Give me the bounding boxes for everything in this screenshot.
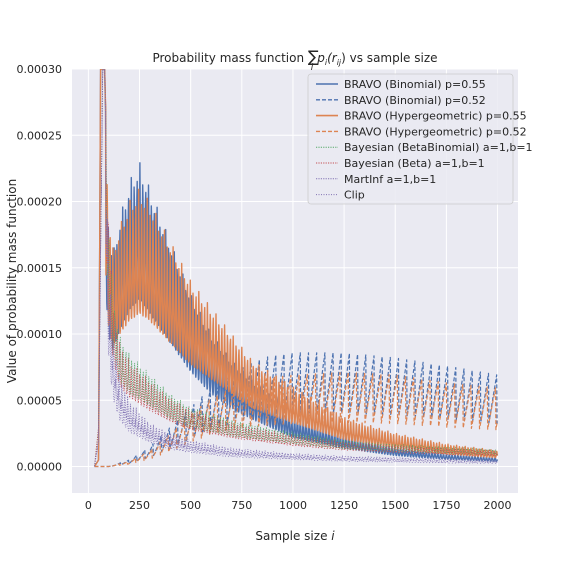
x-tick-label: 1000 xyxy=(279,499,307,512)
legend-entry: BRAVO (Binomial) p=0.55 xyxy=(344,78,486,91)
y-tick-label: 0.00020 xyxy=(17,196,63,209)
y-axis-label: Value of probability mass function xyxy=(5,179,19,383)
y-tick-label: 0.00030 xyxy=(17,63,63,76)
legend-entry: MartInf a=1,b=1 xyxy=(344,173,436,186)
x-axis-label: Sample size i xyxy=(255,529,335,543)
x-tick-label: 2000 xyxy=(484,499,512,512)
legend: BRAVO (Binomial) p=0.55 BRAVO (Binomial) … xyxy=(307,73,533,205)
legend-frame xyxy=(307,73,514,205)
series-line-5 xyxy=(94,69,498,467)
y-tick-label: 0.00025 xyxy=(17,129,63,142)
x-tick-label: 250 xyxy=(129,499,150,512)
legend-entry: BRAVO (Hypergeometric) p=0.52 xyxy=(344,125,527,138)
y-tick-label: 0.00000 xyxy=(17,461,63,474)
x-tick-label: 1500 xyxy=(381,499,409,512)
chart-title: Probability mass function ∑ ipi(rij) vs s… xyxy=(152,47,437,73)
series-line-7 xyxy=(94,69,498,467)
x-tick-label: 1750 xyxy=(432,499,460,512)
series-line-0 xyxy=(93,69,499,467)
legend-entry: Bayesian (Beta) a=1,b=1 xyxy=(344,157,485,170)
series-layer xyxy=(93,69,499,468)
series-line-3 xyxy=(94,372,499,468)
series-line-2 xyxy=(93,69,499,467)
y-tick-label: 0.00010 xyxy=(17,328,63,341)
legend-entry: BRAVO (Binomial) p=0.52 xyxy=(344,94,486,107)
x-ticks: 0 250 500 750 1000 1250 1500 1750 2000 xyxy=(85,499,512,512)
legend-entry: Bayesian (BetaBinomial) a=1,b=1 xyxy=(344,141,533,154)
x-tick-label: 750 xyxy=(231,499,252,512)
x-tick-label: 0 xyxy=(85,499,92,512)
series-line-6 xyxy=(94,69,498,467)
legend-entry: Clip xyxy=(344,189,365,202)
y-ticks: 0.00000 0.00005 0.00010 0.00015 0.00020 0.000… xyxy=(17,63,63,474)
legend-entry: BRAVO (Hypergeometric) p=0.55 xyxy=(344,110,527,123)
x-tick-label: 1250 xyxy=(330,499,358,512)
x-tick-label: 500 xyxy=(180,499,201,512)
y-tick-label: 0.00005 xyxy=(17,394,63,407)
y-tick-label: 0.00015 xyxy=(17,262,63,275)
